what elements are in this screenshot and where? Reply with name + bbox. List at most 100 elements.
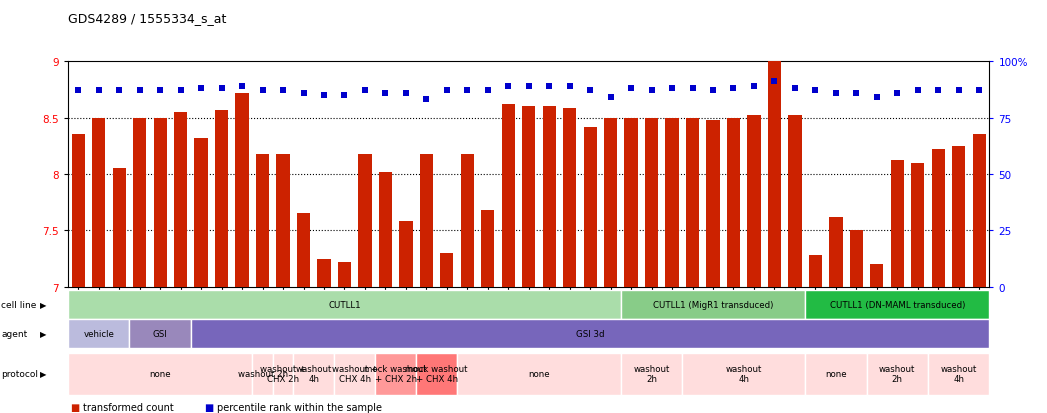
Text: GDS4289 / 1555334_s_at: GDS4289 / 1555334_s_at — [68, 12, 226, 25]
Bar — [195, 138, 207, 287]
Bar — [420, 154, 433, 287]
Text: washout +
CHX 4h: washout + CHX 4h — [332, 364, 378, 383]
Point — [131, 88, 148, 95]
Text: ▶: ▶ — [40, 300, 46, 309]
Point — [459, 88, 475, 95]
Point — [152, 88, 169, 95]
Point — [561, 83, 578, 90]
Text: cell line: cell line — [1, 300, 37, 309]
Bar — [522, 107, 535, 287]
Point — [848, 90, 865, 97]
Point — [480, 88, 496, 95]
Bar — [236, 93, 249, 287]
Bar — [788, 116, 802, 287]
Bar — [727, 118, 740, 287]
Bar — [542, 107, 556, 287]
Text: none: none — [528, 369, 550, 378]
Point — [582, 88, 599, 95]
Point — [684, 85, 700, 92]
Bar — [113, 169, 126, 287]
Point — [439, 88, 455, 95]
Point — [90, 88, 107, 95]
Text: washout
4h: washout 4h — [726, 364, 762, 383]
Text: GSI: GSI — [153, 329, 168, 338]
Bar — [461, 154, 474, 287]
Point — [726, 85, 742, 92]
Text: CUTLL1: CUTLL1 — [328, 300, 361, 309]
Bar — [604, 118, 618, 287]
Point — [499, 83, 516, 90]
Bar — [666, 118, 678, 287]
Point — [70, 88, 87, 95]
Point — [930, 88, 946, 95]
Bar — [621, 290, 805, 319]
Bar — [870, 264, 884, 287]
Point — [111, 88, 128, 95]
Bar — [891, 161, 904, 287]
Point — [357, 88, 374, 95]
Bar — [624, 118, 638, 287]
Point — [602, 95, 619, 101]
Bar — [563, 109, 576, 287]
Bar — [71, 135, 85, 287]
Text: washout
2h: washout 2h — [633, 364, 670, 383]
Bar — [952, 146, 965, 287]
Bar — [92, 118, 106, 287]
Bar — [334, 353, 375, 395]
Bar — [273, 353, 293, 395]
Bar — [928, 353, 989, 395]
Text: GSI 3d: GSI 3d — [576, 329, 604, 338]
Point — [786, 85, 803, 92]
Bar — [276, 154, 290, 287]
Bar — [68, 290, 621, 319]
Bar — [191, 319, 989, 348]
Bar — [133, 118, 147, 287]
Point — [868, 95, 885, 101]
Bar — [482, 211, 494, 287]
Point — [623, 85, 640, 92]
Point — [664, 85, 681, 92]
Bar — [645, 118, 659, 287]
Point — [541, 83, 558, 90]
Bar — [805, 290, 989, 319]
Bar — [379, 172, 392, 287]
Point — [910, 88, 927, 95]
Bar — [973, 135, 986, 287]
Bar — [399, 222, 413, 287]
Bar — [911, 163, 925, 287]
Bar — [829, 217, 843, 287]
Point — [193, 85, 209, 92]
Text: agent: agent — [1, 329, 27, 338]
Bar — [68, 319, 130, 348]
Bar — [215, 110, 228, 287]
Point — [254, 88, 271, 95]
Bar — [867, 353, 928, 395]
Bar — [358, 154, 372, 287]
Point — [315, 93, 332, 99]
Text: ▶: ▶ — [40, 329, 46, 338]
Bar — [850, 231, 863, 287]
Point — [214, 85, 230, 92]
Point — [274, 88, 291, 95]
Text: washout +
CHX 2h: washout + CHX 2h — [260, 364, 306, 383]
Bar — [458, 353, 621, 395]
Text: ■: ■ — [204, 402, 214, 412]
Bar — [748, 116, 760, 287]
Text: transformed count: transformed count — [83, 402, 174, 412]
Point — [766, 79, 783, 85]
Point — [951, 88, 967, 95]
Point — [705, 88, 721, 95]
Bar — [252, 353, 273, 395]
Point — [418, 97, 435, 104]
Bar — [317, 259, 331, 287]
Bar — [338, 262, 351, 287]
Point — [520, 83, 537, 90]
Point — [295, 90, 312, 97]
Bar — [805, 353, 867, 395]
Text: percentile rank within the sample: percentile rank within the sample — [217, 402, 382, 412]
Bar — [154, 118, 166, 287]
Bar — [583, 127, 597, 287]
Text: CUTLL1 (DN-MAML transduced): CUTLL1 (DN-MAML transduced) — [829, 300, 965, 309]
Bar — [68, 353, 252, 395]
Text: none: none — [150, 369, 171, 378]
